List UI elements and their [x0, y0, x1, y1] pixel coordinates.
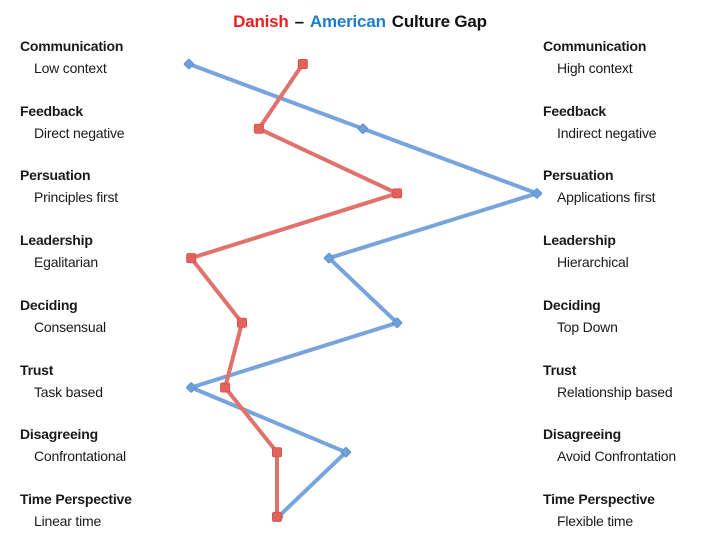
danish-marker-persuation	[392, 188, 403, 199]
dimension-row-left-time-perspective: Time Perspective Linear time	[20, 489, 132, 531]
dimension-trait-left: Consensual	[34, 318, 106, 335]
american-marker-persuation	[531, 188, 543, 199]
dimension-name: Communication	[543, 38, 647, 54]
dimension-name: Feedback	[543, 102, 606, 119]
dimension-row-left-disagreeing: Disagreeing Confrontational	[20, 424, 126, 466]
title-american: American	[309, 12, 386, 31]
dimension-trait-right: Indirect negative	[557, 124, 657, 141]
dimension-row-left-persuation: Persuation Principles first	[20, 165, 118, 207]
title-rest: Culture Gap	[391, 12, 487, 31]
dimension-row-left-communication: Communication Low context	[20, 36, 123, 78]
dimension-trait-left: Task based	[34, 383, 103, 400]
american-series-line	[186, 62, 539, 519]
dimension-name: Leadership	[20, 232, 93, 249]
dimension-name: Deciding	[20, 296, 78, 313]
dimension-trait-left: Confrontational	[34, 448, 126, 465]
dimension-name: Trust	[20, 361, 54, 378]
dimension-trait-right: Applications first	[557, 189, 656, 206]
dimension-name: Deciding	[543, 296, 601, 313]
dimension-row-left-feedback: Feedback Direct negative	[20, 101, 125, 143]
danish-marker-trust	[220, 382, 231, 393]
american-marker-leadership	[323, 252, 335, 264]
danish-marker-disagreeing	[272, 447, 282, 458]
danish-marker-time-perspective	[272, 511, 282, 522]
american-marker-trust	[186, 382, 197, 393]
danish-series-line	[189, 62, 400, 519]
dimension-row-right-deciding: Deciding Top Down	[543, 295, 618, 337]
dimension-row-right-time-perspective: Time Perspective Flexible time	[543, 489, 655, 531]
danish-marker-feedback	[253, 123, 264, 134]
dimension-trait-left: Principles first	[34, 189, 118, 206]
dimension-name: Communication	[20, 38, 124, 54]
dimension-trait-left: Low context	[34, 60, 107, 76]
title-danish: Danish	[233, 12, 289, 31]
dimension-row-right-feedback: Feedback Indirect negative	[543, 101, 657, 143]
dimension-name: Disagreeing	[543, 426, 621, 443]
dimension-row-right-disagreeing: Disagreeing Avoid Confrontation	[543, 424, 676, 466]
dimension-trait-right: Flexible time	[557, 512, 633, 529]
dimension-trait-left: Direct negative	[34, 124, 125, 141]
dimension-row-right-trust: Trust Relationship based	[543, 360, 673, 402]
dimension-row-left-trust: Trust Task based	[20, 360, 103, 402]
dimension-trait-right: High context	[557, 60, 633, 76]
dimension-row-right-communication: Communication High context	[543, 36, 646, 78]
dimension-trait-right: Hierarchical	[557, 254, 629, 271]
american-marker-feedback	[357, 123, 369, 134]
dimension-name: Persuation	[20, 167, 91, 184]
dimension-name: Persuation	[543, 167, 614, 184]
dimension-row-right-leadership: Leadership Hierarchical	[543, 230, 629, 272]
dimension-row-left-leadership: Leadership Egalitarian	[20, 230, 98, 272]
dimension-trait-right: Top Down	[557, 318, 618, 335]
title-separator: –	[294, 12, 304, 31]
dimension-row-right-persuation: Persuation Applications first	[543, 165, 656, 207]
dimension-trait-right: Relationship based	[557, 383, 673, 400]
dimension-name: Leadership	[543, 232, 616, 249]
dimension-trait-right: Avoid Confrontation	[557, 448, 676, 465]
dimension-trait-left: Egalitarian	[34, 254, 98, 271]
chart-title: Danish – American Culture Gap	[0, 12, 720, 32]
dimension-trait-left: Linear time	[34, 512, 102, 529]
dimension-row-left-deciding: Deciding Consensual	[20, 295, 106, 337]
american-marker-communication	[183, 58, 195, 70]
dimension-name: Trust	[543, 361, 577, 378]
danish-marker-leadership	[186, 253, 197, 264]
danish-marker-deciding	[237, 317, 247, 328]
dimension-name: Feedback	[20, 102, 83, 119]
dimension-name: Disagreeing	[20, 426, 98, 443]
dimension-name: Time Perspective	[543, 490, 655, 507]
dimension-name: Time Perspective	[20, 490, 132, 507]
danish-marker-communication	[297, 59, 308, 69]
american-marker-deciding	[391, 317, 403, 328]
american-marker-disagreeing	[340, 447, 352, 458]
